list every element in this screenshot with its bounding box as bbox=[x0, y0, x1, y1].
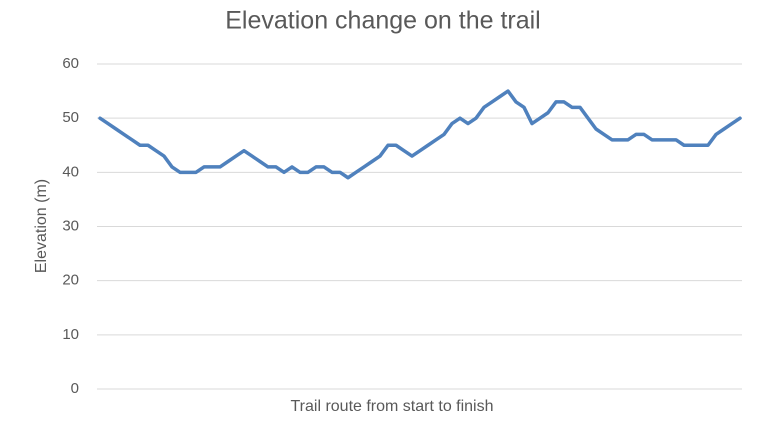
y-tick-label: 20 bbox=[62, 272, 79, 289]
y-tick-label: 60 bbox=[62, 55, 79, 72]
y-tick-label: 50 bbox=[62, 109, 79, 126]
data-line bbox=[98, 89, 742, 180]
y-axis-title: Elevation (m) bbox=[33, 179, 50, 273]
chart-title: Elevation change on the trail bbox=[225, 7, 541, 35]
y-tick-label: 30 bbox=[62, 217, 79, 234]
y-tick-label: 10 bbox=[62, 326, 79, 343]
x-axis-title: Trail route from start to finish bbox=[290, 398, 493, 415]
y-tick-label: 0 bbox=[71, 380, 79, 397]
y-tick-label: 40 bbox=[62, 163, 79, 180]
